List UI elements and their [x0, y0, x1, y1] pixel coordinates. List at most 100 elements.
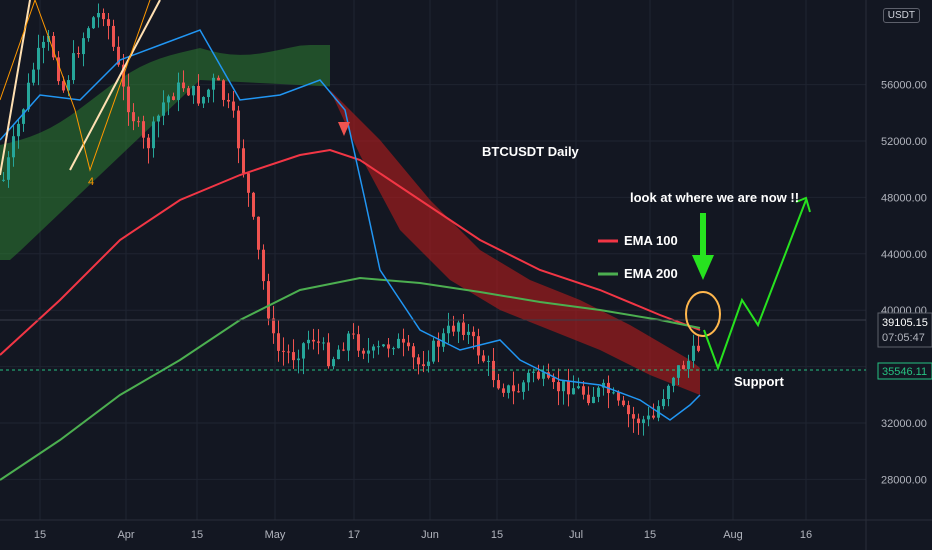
- candle-body: [77, 53, 80, 55]
- candle-body: [102, 12, 105, 20]
- candle-body: [442, 333, 445, 347]
- candle-body: [252, 192, 255, 217]
- candle-body: [202, 97, 205, 104]
- candle-body: [577, 386, 580, 389]
- candle-body: [642, 419, 645, 424]
- candle-body: [132, 112, 135, 122]
- elliott-wave: [0, 0, 151, 172]
- candle-body: [637, 418, 640, 424]
- support-label: Support: [734, 374, 784, 389]
- support-price: 35546.11: [882, 366, 927, 378]
- x-tick-label: 16: [800, 529, 812, 541]
- candle-body: [317, 341, 320, 343]
- candle-body: [182, 82, 185, 89]
- candle-body: [687, 360, 690, 370]
- candle-body: [427, 361, 430, 366]
- candle-body: [342, 349, 345, 351]
- candle-body: [22, 109, 25, 124]
- candle-body: [552, 377, 555, 383]
- candle-body: [432, 340, 435, 362]
- candle-body: [117, 46, 120, 65]
- candle-body: [572, 388, 575, 395]
- y-tick-label: 48000.00: [881, 192, 927, 204]
- candle-body: [297, 358, 300, 361]
- ema-lines: [0, 29, 701, 481]
- candle-body: [97, 12, 100, 18]
- candle-body: [507, 385, 510, 393]
- candle-body: [582, 386, 585, 395]
- currency-badge[interactable]: USDT: [882, 8, 920, 23]
- candle-body: [402, 338, 405, 343]
- candle-body: [587, 394, 590, 404]
- candle-body: [277, 333, 280, 351]
- candle-body: [2, 179, 5, 181]
- candle-body: [362, 350, 365, 354]
- candle-body: [397, 338, 400, 349]
- candle-body: [387, 344, 390, 349]
- candle-body: [237, 110, 240, 149]
- candle-body: [457, 322, 460, 332]
- candle-body: [307, 339, 310, 344]
- candle-body: [592, 396, 595, 404]
- candle-body: [322, 342, 325, 344]
- candle-body: [557, 382, 560, 392]
- candle-body: [242, 148, 245, 174]
- candle-body: [617, 392, 620, 401]
- time-axis[interactable]: 15 Apr 15 May 17 Jun 15 Jul 15 Aug 16: [34, 529, 812, 541]
- candle-body: [372, 346, 375, 351]
- x-tick-label: 15: [191, 529, 203, 541]
- candle-body: [347, 333, 350, 351]
- support-price-tag: 35546.11: [877, 362, 932, 380]
- candle-body: [262, 249, 265, 282]
- candle-body: [112, 25, 115, 47]
- projection-path: [703, 199, 807, 371]
- candle-body: [497, 380, 500, 389]
- candle-body: [232, 101, 235, 111]
- x-tick-label: 15: [34, 529, 46, 541]
- candle-body: [222, 80, 225, 100]
- countdown: 07:05:47: [882, 332, 925, 344]
- candle-body: [162, 102, 165, 116]
- candle-body: [267, 281, 270, 319]
- candle-body: [417, 357, 420, 365]
- last-price: 39105.15: [882, 317, 928, 329]
- candle-body: [42, 41, 45, 48]
- price-axis[interactable]: 28000.0032000.0036000.0040000.0044000.00…: [881, 80, 927, 487]
- y-tick-label: 56000.00: [881, 80, 927, 92]
- headline-annotation: look at where we are now !!: [630, 190, 799, 205]
- candle-body: [562, 380, 565, 392]
- candle-body: [327, 342, 330, 367]
- candle-body: [92, 17, 95, 29]
- candle-body: [612, 392, 615, 394]
- candle-body: [632, 414, 635, 419]
- candle-body: [32, 69, 35, 83]
- last-price-tag: 39105.15 07:05:47: [877, 312, 932, 348]
- candle-body: [292, 352, 295, 361]
- candle-body: [7, 157, 10, 180]
- candle-body: [27, 82, 30, 110]
- candle-body: [57, 57, 60, 82]
- x-tick-label: Jul: [569, 529, 583, 541]
- y-tick-label: 28000.00: [881, 474, 927, 486]
- candle-body: [527, 372, 530, 383]
- candle-body: [37, 47, 40, 70]
- candle-body: [407, 342, 410, 347]
- candle-body: [152, 121, 155, 149]
- sell-arrow-icon: [338, 122, 350, 136]
- candle-body: [337, 349, 340, 360]
- x-tick-label: 15: [491, 529, 503, 541]
- candles: [2, 3, 700, 436]
- candle-body: [602, 382, 605, 388]
- candle-body: [332, 359, 335, 367]
- candle-body: [67, 80, 70, 91]
- candle-body: [502, 388, 505, 393]
- candle-body: [147, 137, 150, 149]
- wave-label: 4: [88, 176, 94, 188]
- candle-body: [367, 350, 370, 354]
- candle-body: [62, 81, 65, 91]
- candle-body: [567, 380, 570, 395]
- candle-body: [207, 89, 210, 98]
- down-arrow-icon: [692, 255, 714, 280]
- ema-ribbon-bullish: [0, 45, 330, 260]
